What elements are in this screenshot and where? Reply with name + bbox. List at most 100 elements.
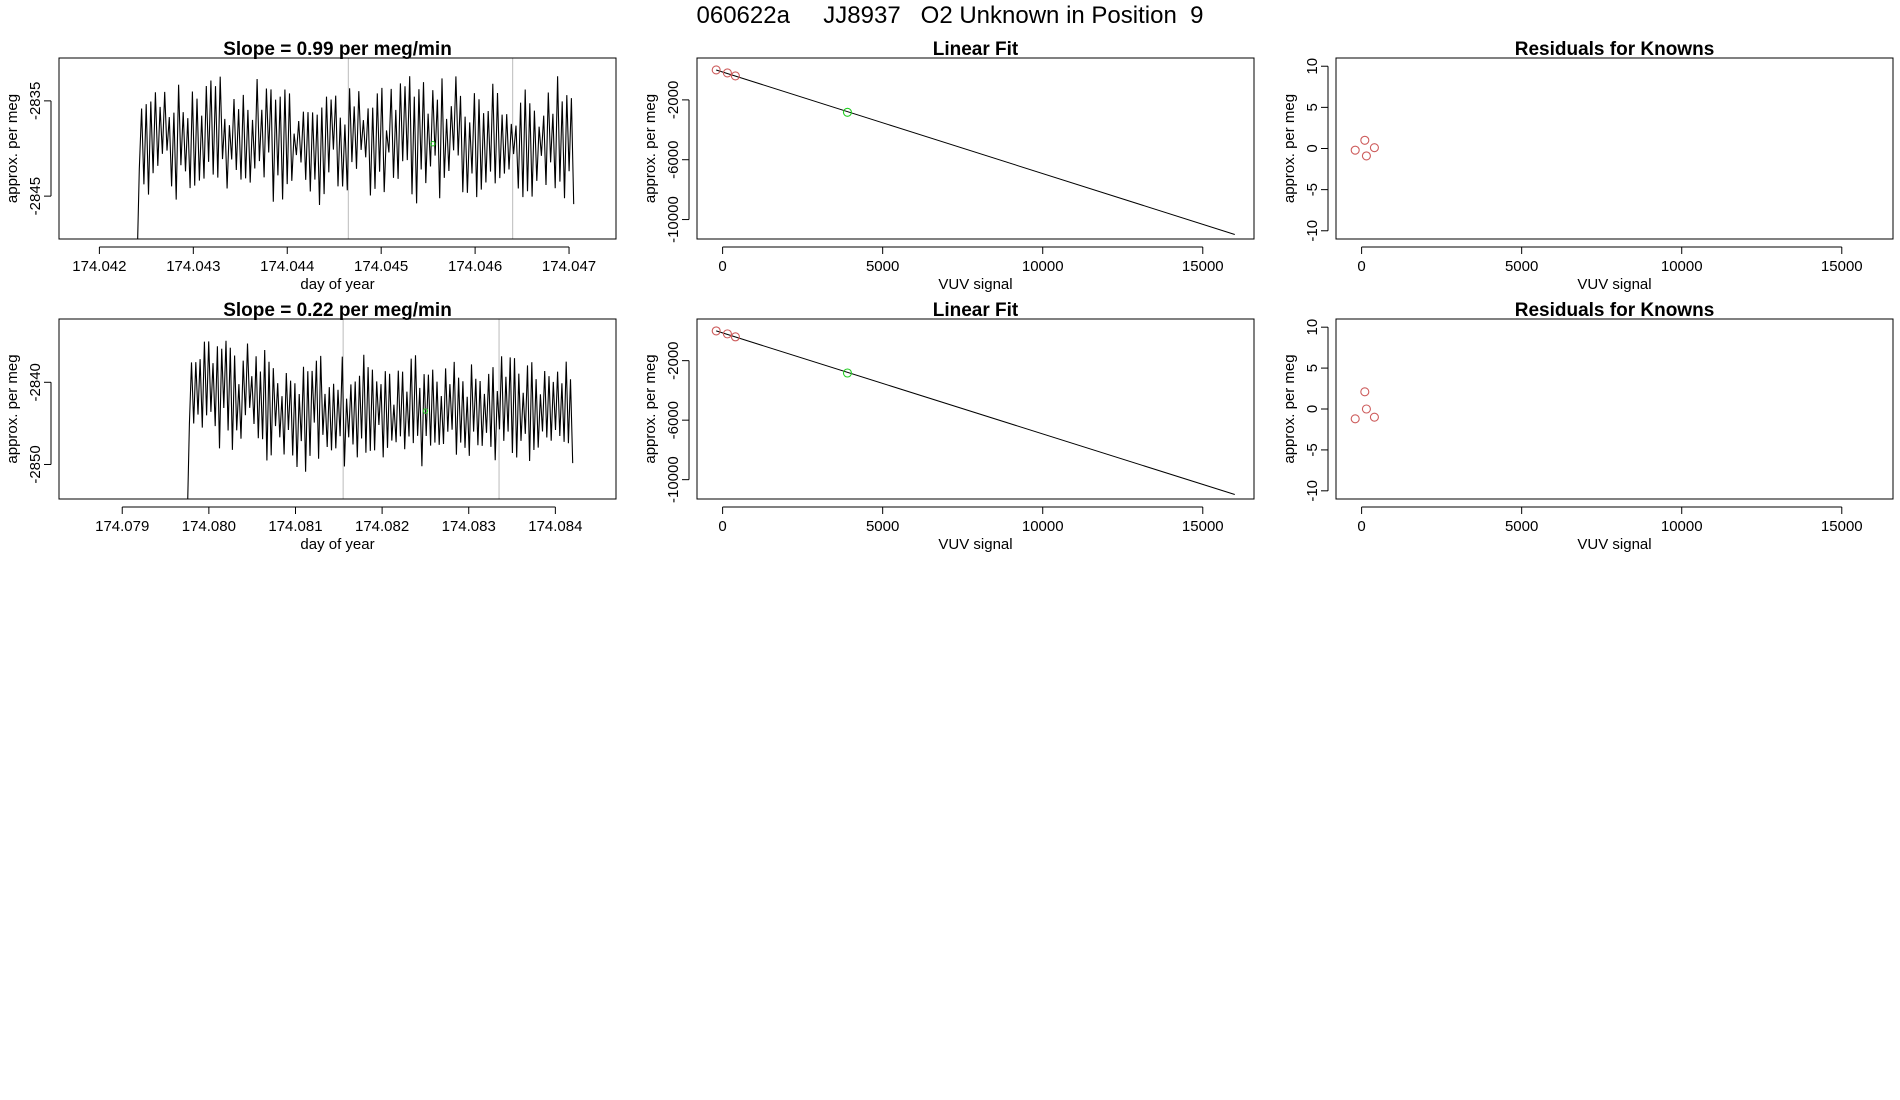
known-point <box>722 329 732 339</box>
x-tick-label: 5000 <box>1505 258 1538 275</box>
trace-line <box>187 340 574 499</box>
x-tick-label: 5000 <box>1505 518 1538 535</box>
x-tick-label: 5000 <box>866 258 899 275</box>
page-title: 060622a JJ8937 O2 Unknown in Position 9 <box>696 2 1204 29</box>
y-tick-label: -5 <box>1304 443 1321 456</box>
y-tick-label: -10000 <box>665 456 682 503</box>
x-tick-label: 174.043 <box>166 258 220 275</box>
plot-frame <box>696 57 1255 240</box>
x-tick-label: 174.045 <box>354 258 408 275</box>
plot-frame <box>1335 318 1894 500</box>
known-point <box>1369 412 1379 422</box>
x-tick-label: 174.083 <box>442 518 496 535</box>
plot-frame <box>58 57 617 240</box>
y-axis: -2835 -2845 approx. per meg <box>4 82 52 215</box>
panel-title: Linear Fit <box>933 300 1019 321</box>
x-tick-label: 15000 <box>1182 518 1224 535</box>
panel-trace-1: Slope = 0.99 per meg/min 174.042 174.043 17… <box>4 39 617 293</box>
y-axis-label: approx. per meg <box>642 94 659 203</box>
panel-trace-2: Slope = 0.22 per meg/min 174.079 174.080 17… <box>4 300 617 553</box>
y-tick-label: -2850 <box>27 445 44 483</box>
y-tick-label: 10 <box>1304 58 1321 75</box>
x-tick-label: 10000 <box>1661 518 1703 535</box>
y-tick-label: -2840 <box>27 363 44 401</box>
x-axis: 0 5000 10000 15000 VUV signal <box>718 506 1224 553</box>
x-tick-label: 174.079 <box>95 518 149 535</box>
x-tick-label: 10000 <box>1022 518 1064 535</box>
fit-line <box>716 69 1235 235</box>
y-axis: 10 5 0 -5 -10 approx. per meg <box>1281 319 1329 502</box>
unknown-point <box>430 141 436 147</box>
plot-area <box>711 65 1235 235</box>
x-tick-label: 0 <box>1357 258 1365 275</box>
y-tick-label: -10000 <box>665 196 682 243</box>
known-point <box>730 71 740 81</box>
x-tick-label: 174.084 <box>528 518 582 535</box>
fit-line <box>716 330 1235 496</box>
panel-fit-1: Linear Fit 0 5000 10000 15000 VUV signal -2000… <box>642 39 1255 293</box>
x-tick-label: 174.046 <box>448 258 502 275</box>
y-tick-label: -2000 <box>665 341 682 379</box>
x-tick-label: 0 <box>718 258 726 275</box>
x-axis: 0 5000 10000 15000 VUV signal <box>1357 506 1863 553</box>
y-axis: -2840 -2850 approx. per meg <box>4 354 52 484</box>
panel-title: Slope = 0.22 per meg/min <box>223 300 452 321</box>
plot-area <box>137 58 575 239</box>
known-point <box>1350 414 1360 424</box>
unknown-point <box>422 408 429 414</box>
plot-area <box>187 319 574 499</box>
plot-frame <box>58 318 617 500</box>
x-tick-label: 174.080 <box>182 518 236 535</box>
x-tick-label: 15000 <box>1821 518 1863 535</box>
y-tick-label: -6000 <box>665 401 682 439</box>
y-tick-label: -2000 <box>665 81 682 119</box>
x-tick-label: 5000 <box>866 518 899 535</box>
known-point <box>1369 143 1379 153</box>
y-axis-label: approx. per meg <box>4 94 21 203</box>
y-tick-label: 5 <box>1304 103 1321 111</box>
x-axis: 174.042 174.043 174.044 174.045 174.046 174.0… <box>72 246 596 293</box>
plot-frame <box>696 318 1255 500</box>
y-axis-label: approx. per meg <box>642 354 659 463</box>
x-tick-label: 174.044 <box>260 258 314 275</box>
x-axis-label: VUV signal <box>938 536 1012 553</box>
x-axis: 0 5000 10000 15000 VUV signal <box>1357 246 1863 293</box>
y-axis: -2000 -6000 -10000 approx. per meg <box>642 81 690 243</box>
panel-resid-1: Residuals for Knowns 0 5000 10000 15000 VUV s… <box>1281 39 1894 293</box>
panel-title: Residuals for Knowns <box>1515 39 1715 60</box>
y-axis-label: approx. per meg <box>4 354 21 463</box>
trace-line <box>137 76 575 239</box>
known-point <box>1350 145 1360 155</box>
y-tick-label: -2835 <box>27 82 44 120</box>
y-tick-label: -10 <box>1304 220 1321 242</box>
y-axis: -2000 -6000 -10000 approx. per meg <box>642 341 690 503</box>
y-tick-label: -2845 <box>27 177 44 215</box>
x-axis-label: VUV signal <box>1577 276 1651 293</box>
known-point <box>1361 151 1371 161</box>
x-tick-label: 0 <box>1357 518 1365 535</box>
panel-title: Slope = 0.99 per meg/min <box>223 39 452 60</box>
plot-area <box>711 326 1235 496</box>
x-tick-label: 0 <box>718 518 726 535</box>
x-tick-label: 15000 <box>1182 258 1224 275</box>
x-tick-label: 10000 <box>1022 258 1064 275</box>
known-point <box>1360 387 1370 397</box>
known-point <box>730 332 740 342</box>
plot-area <box>1350 387 1379 424</box>
known-point <box>711 326 721 336</box>
y-tick-label: 0 <box>1304 405 1321 413</box>
x-axis-label: day of year <box>300 276 374 293</box>
x-tick-label: 174.042 <box>72 258 126 275</box>
y-tick-label: -10 <box>1304 480 1321 502</box>
unknown-point <box>842 368 853 378</box>
plot-area <box>1350 135 1379 161</box>
panel-resid-2: Residuals for Knowns 0 5000 10000 15000 VUV s… <box>1281 300 1894 553</box>
known-point <box>711 65 721 75</box>
x-axis-label: day of year <box>300 536 374 553</box>
x-tick-label: 15000 <box>1821 258 1863 275</box>
panel-title: Linear Fit <box>933 39 1019 60</box>
panel-fit-2: Linear Fit 0 5000 10000 15000 VUV signal -2000… <box>642 300 1255 553</box>
plot-frame <box>1335 57 1894 240</box>
y-tick-label: 10 <box>1304 319 1321 336</box>
